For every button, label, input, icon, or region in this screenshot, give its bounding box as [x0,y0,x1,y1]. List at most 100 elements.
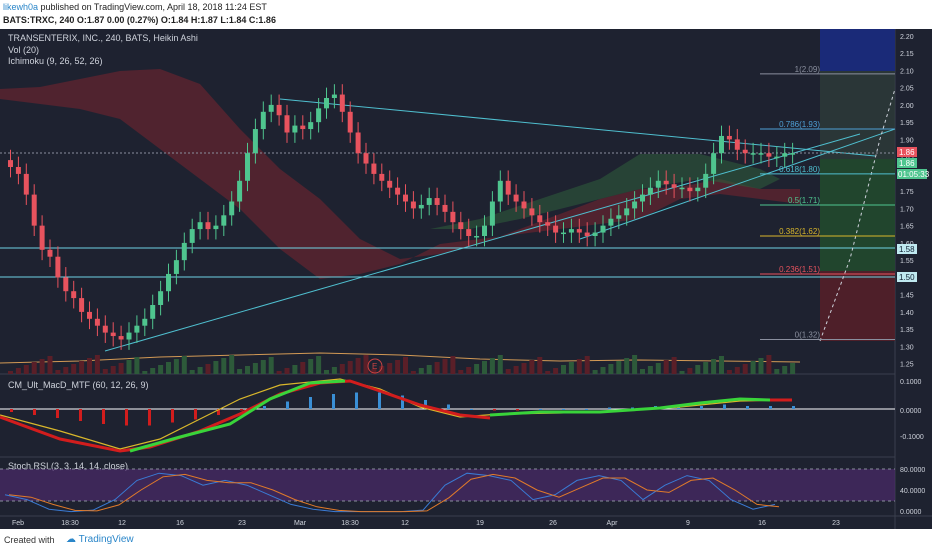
volume-bar [513,366,519,374]
volume-bar [553,368,559,374]
macd-hist-bar [562,409,565,410]
volume-bar [158,365,164,374]
candle-body [31,194,37,226]
price-tick-label: 1.70 [900,206,914,213]
candle-body [790,153,796,155]
volume-bar [742,364,748,374]
macd-hist-bar [263,406,266,409]
ichimoku-cloud [0,69,800,279]
volume-bar [284,368,290,374]
macd-tick-label: 0.0000 [900,408,922,415]
trendline-channel[interactable] [579,128,896,240]
macd-tick-label: -0.1000 [900,434,924,441]
candle-body [197,222,203,230]
last-price-text: 1.86 [899,148,915,157]
forecast-projection [819,88,896,342]
volume-bar [671,357,677,374]
volume-bar [655,363,661,374]
time-tick-label: 12 [401,520,409,527]
time-tick-label: 26 [549,520,557,527]
candle-body [418,204,424,209]
time-axis[interactable]: Feb 18:30 12 16 23 Mar 18:30 12 19 26 Apr 9 16 23 [12,520,840,527]
last-price-badge [897,147,917,157]
level1-badge [897,244,917,254]
time-tick-label: 12 [118,520,126,527]
candle-body [276,104,282,116]
time-tick-label: 23 [832,520,840,527]
volume-bar [324,370,329,374]
price-tick-label: 1.55 [900,258,914,265]
trendline-lower[interactable] [104,133,861,352]
candle-body [403,194,408,202]
macd-hist-bar [516,409,519,411]
volume-bar [150,368,156,374]
time-tick-label: 16 [758,520,766,527]
candle-body [505,180,511,195]
candle-body [166,273,171,292]
candle-body [189,229,195,243]
volume-bar [118,363,124,374]
candle-body [758,153,764,155]
volume-bar [418,368,424,374]
volume-bar [71,364,77,374]
volume-bar [561,365,566,374]
macd-hist-bar [56,409,59,418]
chart-svg[interactable]: 1(2.09) 0.786(1.93) 0.618(1.80) 0.5(1.71) 0.… [0,29,932,529]
price-tick-label: 2.10 [900,68,914,75]
volume-bar [592,370,598,374]
time-tick-label: 16 [176,520,184,527]
volume-bar [624,358,630,374]
stoch-tick-label: 80.0000 [900,467,925,474]
volume-bar [600,367,606,374]
candle-body [284,115,290,133]
trendline-upper[interactable] [279,98,876,157]
volume-bar [94,355,100,374]
volume-bar [545,371,551,374]
volume-bar [616,361,622,374]
macd-line-green [129,379,346,453]
fibonacci-retracement[interactable]: 1(2.09) 0.786(1.93) 0.618(1.80) 0.5(1.71) 0.… [760,65,895,340]
macd-hist-bar [493,409,496,411]
level2-badge [897,272,917,282]
candle-body [458,222,464,230]
macd-hist-bar [33,409,36,415]
candle-body [616,215,622,219]
volume-bar [640,369,645,374]
author-link[interactable]: likewh0a [3,2,39,12]
candle-body [742,149,748,154]
time-tick-label: Apr [607,520,619,527]
volume-bars [8,355,796,374]
volume-bar [489,358,495,374]
volume-bar [237,369,243,374]
volume-bar [790,363,796,374]
price-tick-label: 1.95 [900,120,914,127]
chart-area[interactable]: 1(2.09) 0.786(1.93) 0.618(1.80) 0.5(1.71) 0.… [0,29,932,529]
candle-body [213,225,219,230]
candle-body [245,153,250,181]
countdown-badge [897,169,927,179]
tradingview-logo[interactable]: ☁ TradingView [66,534,134,545]
macd-line-green-2 [489,397,771,417]
candle-body [466,229,472,236]
volume-bar [387,363,393,374]
volume-bar [663,360,669,374]
candle-body [434,198,440,205]
volume-bar [726,370,732,374]
candle-body [774,156,780,159]
fib-level-label: 0(1.32) [795,331,821,340]
earnings-marker[interactable] [367,358,383,374]
macd-hist-bar [608,407,611,409]
volume-bar [505,369,511,374]
time-tick-label: 18:30 [61,520,79,527]
volume-bar [39,359,45,374]
macd-hist-bar [700,406,703,409]
price-tick-label: 2.20 [900,34,914,41]
macd-hist-bar [723,404,726,409]
fib-level-label: 0.5(1.71) [788,196,820,205]
candle-body [450,211,456,223]
level2-text: 1.50 [899,273,915,282]
volume-bar [632,355,638,374]
candle-body [15,167,21,174]
candle-body [513,194,519,202]
macd-hist-bar [125,409,128,426]
